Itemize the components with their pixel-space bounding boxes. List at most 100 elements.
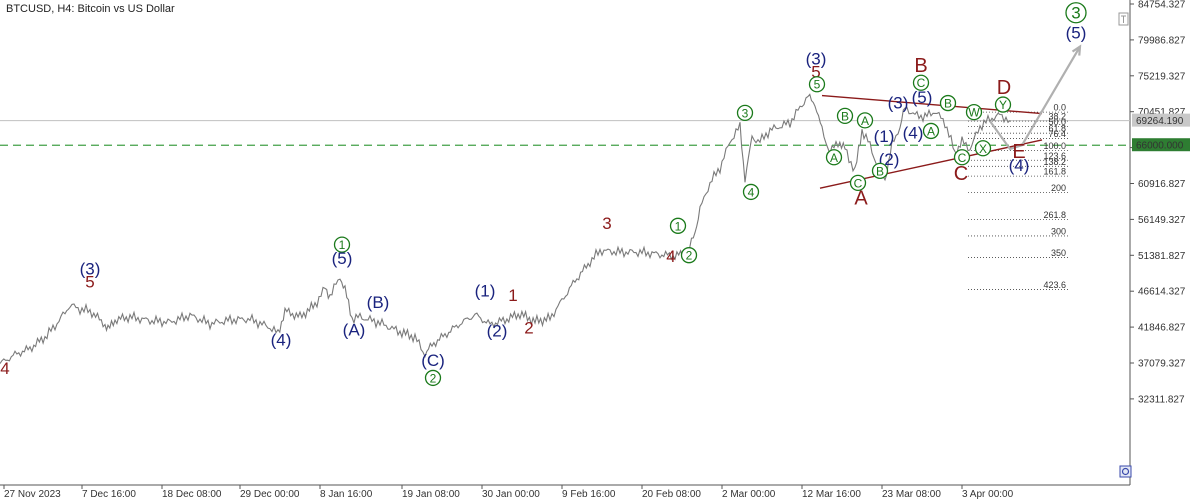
wave-label-circle bbox=[871, 162, 889, 179]
wave-label: (3) bbox=[80, 260, 101, 279]
panel-toggle-icon[interactable] bbox=[1118, 12, 1129, 26]
wave-label: 3 bbox=[1071, 4, 1080, 23]
wave-label: 3 bbox=[602, 214, 611, 233]
wave-label: (5) bbox=[332, 249, 353, 268]
wave-label: D bbox=[997, 77, 1011, 99]
wave-label-circle bbox=[424, 369, 442, 387]
fib-level-label: 123.6 bbox=[1043, 151, 1066, 161]
fib-level-label: 50.0 bbox=[1048, 117, 1066, 127]
y-tick-label: 60916.827 bbox=[1138, 179, 1186, 190]
wave-label: (5) bbox=[912, 88, 933, 107]
wave-label-circle bbox=[922, 122, 940, 140]
projection-path bbox=[989, 44, 1082, 151]
wave-label-circle bbox=[856, 112, 874, 129]
fib-level-label: 61.8 bbox=[1048, 124, 1066, 134]
price-tags: 69264.190 66000.000 bbox=[1132, 113, 1190, 152]
wave-label: A bbox=[927, 124, 935, 138]
wave-label-circle bbox=[742, 183, 760, 201]
wave-label: C bbox=[954, 163, 968, 185]
price-series bbox=[0, 93, 1011, 364]
wave-label-circle bbox=[994, 96, 1012, 113]
fib-level-label: 300 bbox=[1051, 226, 1066, 236]
fib-level-label: 161.8 bbox=[1043, 167, 1066, 177]
y-tick-label: 37079.327 bbox=[1138, 358, 1186, 369]
x-tick-label: 20 Feb 08:00 bbox=[642, 489, 701, 500]
wave-label: B bbox=[876, 164, 884, 178]
wave-label: B bbox=[841, 109, 849, 123]
wave-label: A bbox=[861, 114, 869, 128]
wave-label: C bbox=[917, 76, 926, 90]
wave-label: (1) bbox=[475, 282, 496, 301]
wave-label-circle bbox=[669, 217, 687, 234]
price-line bbox=[0, 93, 1011, 364]
wave-label: A bbox=[830, 151, 838, 165]
wave-label: B bbox=[914, 55, 927, 77]
wave-label: E bbox=[1012, 141, 1025, 163]
chart-title: BTCUSD, H4: Bitcoin vs US Dollar bbox=[6, 3, 175, 15]
wave-label: (4) bbox=[903, 123, 924, 142]
wave-label: 5 bbox=[811, 62, 820, 81]
fib-level-label: 76.4 bbox=[1048, 129, 1066, 139]
current-price-tag-label: 69264.190 bbox=[1136, 116, 1184, 127]
x-tick-label: 27 Nov 2023 bbox=[4, 489, 61, 500]
fib-level-label: 261.8 bbox=[1043, 210, 1066, 220]
wave-label: 4 bbox=[748, 185, 755, 199]
wave-label: (1) bbox=[874, 127, 895, 146]
wave-label-circle bbox=[974, 140, 992, 157]
x-tick-label: 2 Mar 00:00 bbox=[722, 489, 776, 500]
x-tick-label: 30 Jan 00:00 bbox=[482, 489, 540, 500]
wave-label-circle bbox=[912, 74, 930, 91]
wave-label: A bbox=[854, 188, 868, 210]
wave-label-circle bbox=[333, 236, 351, 253]
y-tick-label: 70451.827 bbox=[1138, 107, 1186, 118]
wave-labels: 4(3)5(4)1(5)(A)(B)(C)2(1) 1(2) 23 14 234(3)5… bbox=[0, 2, 1087, 387]
wave-label: (2) bbox=[487, 321, 508, 340]
wave-label: Y bbox=[999, 98, 1007, 112]
projection-line bbox=[989, 46, 1081, 151]
wave-label: 1 bbox=[675, 219, 682, 233]
wave-label-circle bbox=[825, 149, 843, 166]
x-tick-label: 9 Feb 16:00 bbox=[562, 489, 616, 500]
x-tick-label: 29 Dec 00:00 bbox=[240, 489, 300, 500]
wave-label: 1 bbox=[508, 286, 517, 305]
fib-level-label: 200 bbox=[1051, 183, 1066, 193]
wave-label: 3 bbox=[742, 106, 749, 120]
wave-label: 2 bbox=[524, 318, 533, 337]
wave-label-circle bbox=[736, 104, 754, 122]
wave-label-circle bbox=[808, 76, 826, 93]
wave-label: 4 bbox=[0, 359, 9, 378]
current-price-tag bbox=[1132, 113, 1190, 127]
time-axis: 27 Nov 2023 7 Dec 16:00 18 Dec 08:00 29 Dec… bbox=[3, 485, 1014, 500]
wave-label: 5 bbox=[814, 78, 821, 92]
wave-label-circle bbox=[965, 103, 983, 121]
y-tick-label: 51381.827 bbox=[1138, 251, 1186, 262]
level-price-tag bbox=[1132, 138, 1190, 152]
wave-label: 1 bbox=[339, 238, 346, 252]
wave-label-circle bbox=[836, 107, 854, 125]
x-tick-label: 18 Dec 08:00 bbox=[162, 489, 222, 500]
wave-label: (3) bbox=[888, 93, 909, 112]
autoscroll-icon[interactable] bbox=[1119, 465, 1132, 478]
y-tick-label: 84754.327 bbox=[1138, 0, 1186, 11]
wave-label: 4 bbox=[666, 247, 675, 266]
wave-label: 2 bbox=[430, 371, 437, 385]
y-tick-label: 46614.327 bbox=[1138, 287, 1186, 298]
x-tick-label: 19 Jan 08:00 bbox=[402, 489, 460, 500]
wave-label: B bbox=[944, 97, 952, 111]
wave-label: C bbox=[958, 151, 967, 165]
wave-label: (B) bbox=[367, 293, 390, 312]
x-tick-label: 8 Jan 16:00 bbox=[320, 489, 373, 500]
y-tick-label: 56149.327 bbox=[1138, 215, 1186, 226]
wave-label: (3) bbox=[806, 50, 827, 69]
y-tick-label: 41846.827 bbox=[1138, 323, 1186, 334]
wave-label: W bbox=[968, 106, 980, 120]
fib-level-label: 100.0 bbox=[1043, 141, 1066, 151]
fib-level-label: 0.0 bbox=[1053, 103, 1066, 113]
fib-level-label: 38.2 bbox=[1048, 112, 1066, 122]
wave-label: 2 bbox=[686, 249, 693, 263]
x-tick-label: 7 Dec 16:00 bbox=[82, 489, 136, 500]
wave-label: (A) bbox=[343, 321, 366, 340]
wave-label-circle bbox=[680, 247, 698, 264]
